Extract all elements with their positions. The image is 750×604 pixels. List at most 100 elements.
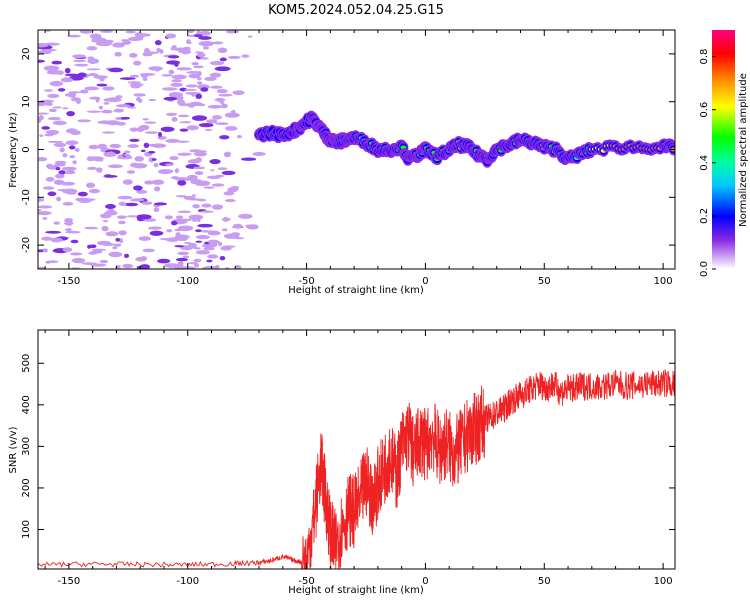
noise-speckle [148,66,164,71]
noise-speckle [179,87,188,92]
noise-speckle [210,85,223,89]
noise-speckle [184,88,197,91]
noise-speckle [136,214,152,220]
noise-speckle [203,186,215,189]
noise-speckle [214,66,231,72]
noise-speckle [135,33,146,38]
top-x-ticks: -150 -100 -50 0 50 100 [44,30,673,287]
noise-speckle [201,244,218,248]
noise-speckle [91,37,107,43]
colorbar-gradient [712,30,735,269]
top-x-tick-label: 100 [654,276,673,287]
noise-speckle [143,142,150,149]
noise-speckle [161,87,178,91]
noise-speckle [38,208,42,212]
noise-speckle [151,143,167,148]
noise-speckle [84,86,99,91]
top-x-axis-label: Height of straight line (km) [288,285,424,296]
noise-speckle [129,74,140,78]
noise-speckle [223,151,232,158]
noise-speckle [227,55,241,59]
noise-speckle [65,140,79,146]
noise-speckle [197,52,206,58]
noise-speckle [183,46,191,51]
noise-speckle [42,248,48,253]
noise-speckle [218,93,233,97]
top-y-tick-label: -20 [21,237,32,253]
noise-speckle [192,218,197,222]
noise-speckle [91,248,107,251]
top-y-axis-label: Frequency (Hz) [8,112,19,188]
noise-speckle [105,231,119,237]
noise-speckle [217,47,228,54]
noise-speckle [183,241,192,244]
colorbar-tick-label: 0.8 [699,49,710,65]
top-y-tick-label: -10 [21,189,32,205]
noise-speckle [207,254,219,259]
noise-speckle [135,257,147,262]
noise-speckle [193,34,203,37]
noise-speckle [219,255,226,261]
noise-speckle [45,176,55,182]
noise-speckle [87,166,98,170]
noise-speckle [60,77,73,83]
noise-speckle [120,116,131,120]
noise-speckle [88,188,100,194]
noise-speckle [161,74,173,77]
colorbar-tick-label: 0.0 [699,261,710,277]
noise-speckle [103,98,113,102]
noise-speckle [41,48,57,52]
noise-speckle [234,265,242,269]
noise-speckle [186,125,199,131]
noise-speckle [206,119,218,124]
bottom-y-axis-label: SNR (v/v) [8,426,19,473]
noise-speckle [99,259,109,264]
noise-speckle [80,89,89,94]
noise-speckle [64,228,72,231]
top-x-tick-label: -150 [58,276,81,287]
noise-speckle [200,210,214,213]
noise-speckle [194,263,199,268]
noise-speckle [112,246,118,250]
noise-speckle [123,150,131,154]
noise-speckle [177,180,187,186]
noise-speckle [139,264,151,269]
noise-speckle [197,77,202,81]
noise-speckle [219,101,225,105]
noise-speckle [48,108,57,113]
noise-speckle [149,230,164,236]
noise-speckle [202,46,210,50]
noise-speckle [67,34,81,38]
noise-speckle [133,185,143,191]
noise-speckle [63,221,74,226]
noise-speckle [44,102,54,106]
noise-speckle [182,255,190,259]
noise-speckle [206,259,213,263]
chart-title: KOM5.2024.052.04.25.G15 [268,3,444,18]
colorbar: 0.0 0.2 0.4 0.6 0.8 Normalized spectral ampl… [699,30,749,277]
noise-speckle [66,110,75,117]
noise-speckle [223,191,235,196]
bottom-plot-frame [37,329,676,570]
noise-speckle [49,80,64,87]
noise-speckle [52,120,67,126]
noise-speckle [195,183,205,186]
noise-speckle [38,59,45,63]
noise-speckle [130,198,138,202]
noise-speckle [88,96,101,100]
noise-speckle [198,41,215,47]
noise-speckle [77,191,88,197]
noise-speckle [186,174,198,181]
top-x-tick-label: 0 [422,276,428,287]
noise-speckle [108,251,123,258]
noise-speckle [148,150,156,154]
noise-speckle [185,84,198,88]
noise-speckle [238,213,253,219]
noise-speckle [212,41,224,45]
noise-speckle [221,170,236,176]
noise-speckle [55,167,61,171]
noise-speckle [195,240,203,243]
bottom-y-ticks: 100 200 300 400 500 [21,354,675,539]
noise-speckle [164,163,174,167]
noise-speckle [164,264,171,267]
